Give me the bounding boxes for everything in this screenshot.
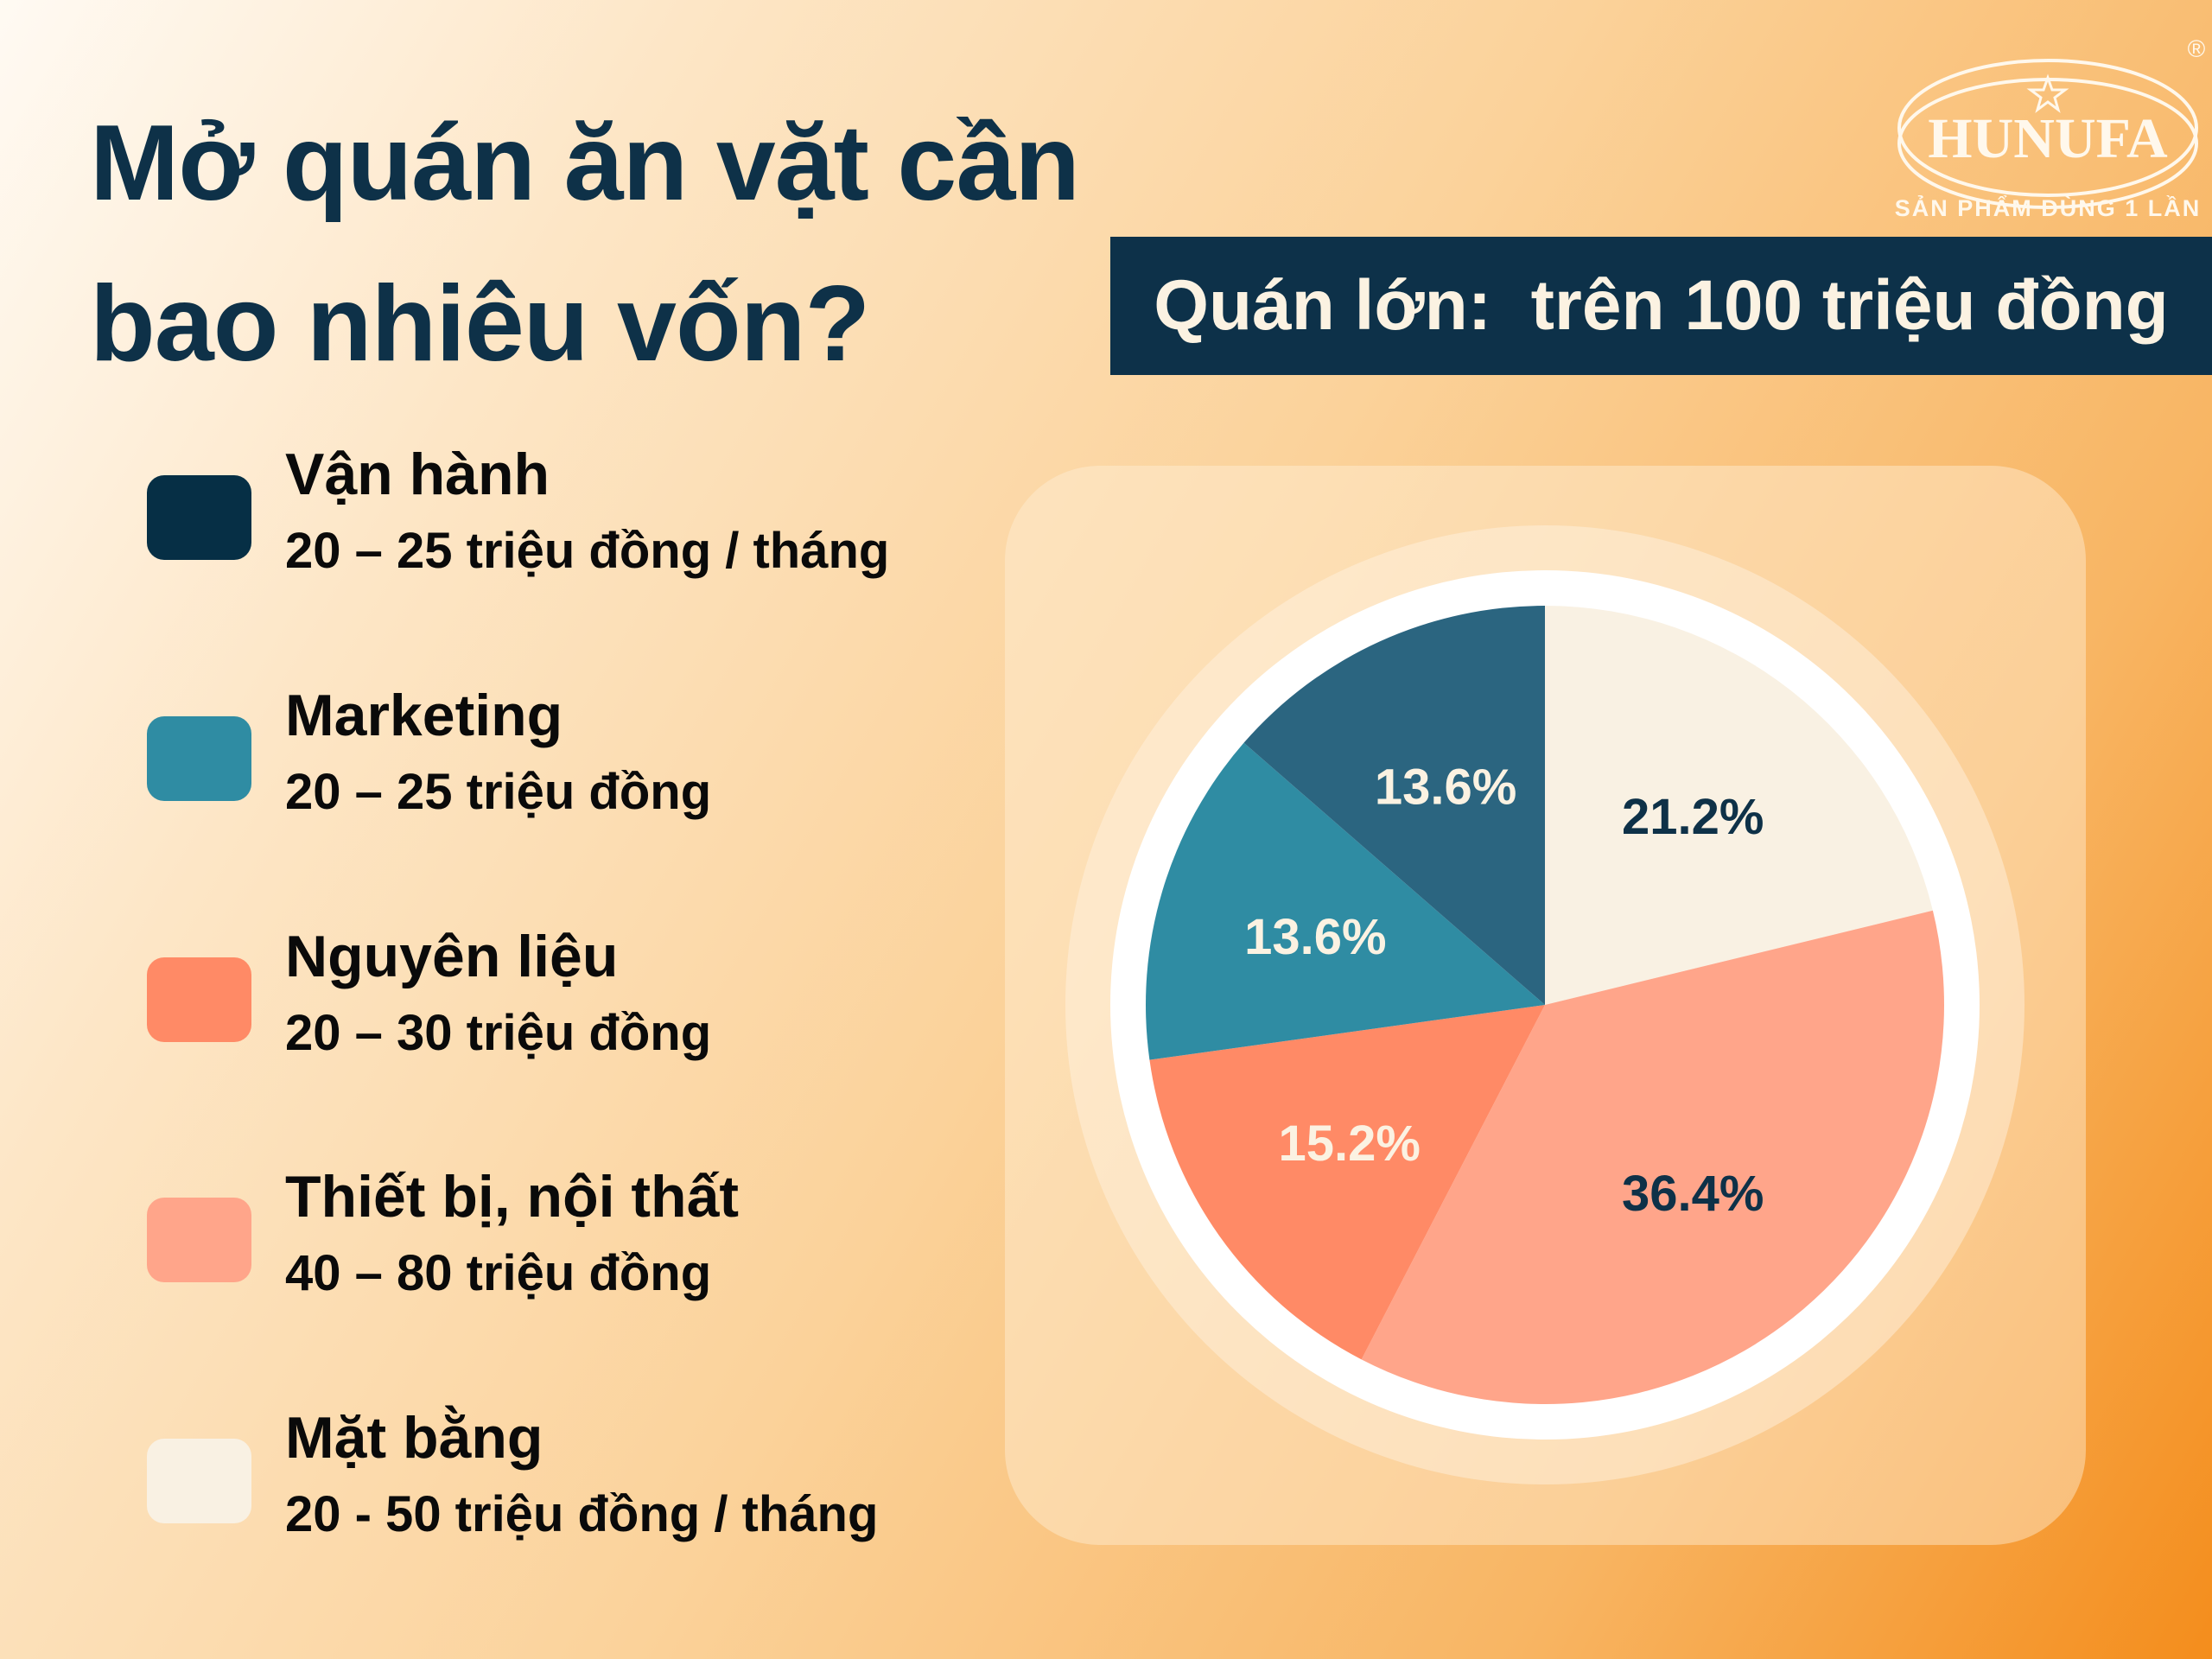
legend-swatch: [147, 957, 251, 1042]
legend-label: Thiết bị, nội thất: [285, 1164, 740, 1230]
legend-swatch: [147, 1198, 251, 1282]
pie-chart: 21.2% 36.4% 15.2% 13.6% 13.6%: [1005, 466, 2086, 1545]
legend-item-mat-bang: Mặt bằng 20 - 50 triệu đồng / tháng: [147, 1395, 925, 1568]
legend-item-nguyen-lieu: Nguyên liệu 20 – 30 triệu đồng: [147, 914, 925, 1087]
pie-slice-v-n-h-nh: [1243, 606, 1545, 1005]
pie-chart-svg: 21.2% 36.4% 15.2% 13.6% 13.6%: [1065, 525, 2024, 1484]
legend-value: 20 - 50 triệu đồng / tháng: [285, 1486, 879, 1542]
legend-swatch: [147, 475, 251, 560]
legend-item-thiet-bi: Thiết bị, nội thất 40 – 80 triệu đồng: [147, 1154, 925, 1327]
legend-value: 20 – 30 triệu đồng: [285, 1005, 712, 1061]
pie-slice-label: 13.6%: [1375, 760, 1516, 816]
pie-slice-label: 36.4%: [1622, 1166, 1764, 1222]
legend-item-van-hanh: Vận hành 20 – 25 triệu đồng / tháng: [147, 432, 925, 605]
pie-slice-m-t-b-ng: [1545, 606, 1933, 1005]
title-line-2: bao nhiêu vốn?: [90, 264, 870, 384]
pie-slice-label: 21.2%: [1622, 789, 1764, 845]
pie-slice-label: 15.2%: [1278, 1116, 1420, 1172]
pie-slice-marketing: [1146, 742, 1545, 1060]
title-line-1: Mở quán ăn vặt cần: [90, 104, 1080, 223]
logo-brand-text: HUNUFA: [1928, 107, 2168, 170]
page-title: Mở quán ăn vặt cần bao nhiêu vốn?: [90, 83, 1080, 404]
legend-swatch: [147, 1439, 251, 1523]
hunufa-logo-icon: HUNUFA ®: [1897, 35, 2206, 209]
legend-value: 20 – 25 triệu đồng: [285, 764, 712, 820]
legend-swatch: [147, 716, 251, 801]
legend-value: 40 – 80 triệu đồng: [285, 1245, 712, 1301]
pie-slice-label: 13.6%: [1244, 909, 1386, 965]
pie-slice-nguy-n-li-u: [1149, 1005, 1545, 1360]
pie-slice-thi-t-b-n-i-th-t: [1361, 910, 1944, 1405]
legend-value: 20 – 25 triệu đồng / tháng: [285, 523, 890, 579]
logo-tagline: SẢN PHẨM DÙNG 1 LẦN: [1894, 195, 2202, 221]
legend-label: Vận hành: [285, 442, 550, 507]
summary-banner: Quán lớn: trên 100 triệu đồng: [1110, 237, 2212, 375]
brand-logo: HUNUFA ®: [1884, 31, 2212, 230]
legend-item-marketing: Marketing 20 – 25 triệu đồng: [147, 673, 925, 846]
legend-label: Mặt bằng: [285, 1405, 543, 1471]
legend-label: Marketing: [285, 683, 563, 748]
legend-label: Nguyên liệu: [285, 924, 619, 989]
registered-mark: ®: [2188, 35, 2206, 62]
